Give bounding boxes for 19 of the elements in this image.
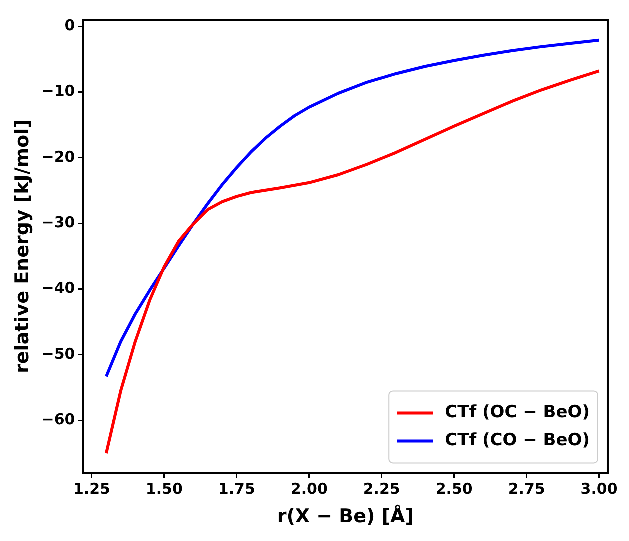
x-tick-label: 2.00	[290, 480, 328, 498]
y-tick-label: −20	[42, 148, 76, 166]
x-tick-label: 1.50	[146, 480, 183, 498]
x-tick-label: 1.25	[73, 480, 110, 498]
legend-label: CTf (CO − BeO)	[445, 430, 590, 451]
legend-label: CTf (OC − BeO)	[445, 402, 590, 423]
y-tick-label: −50	[42, 344, 76, 363]
x-tick-label: 3.00	[580, 480, 618, 498]
y-tick-label: 0	[64, 16, 76, 34]
y-tick-label: −40	[42, 279, 76, 298]
x-tick-label: 2.75	[508, 480, 546, 498]
x-tick-label: 2.50	[436, 480, 473, 498]
y-axis-title: relative Energy [kJ/mol]	[11, 120, 34, 374]
y-tick-label: −30	[42, 214, 76, 232]
x-axis-title: r(X − Be) [Å]	[277, 504, 414, 528]
y-tick-label: −10	[42, 82, 76, 100]
x-tick-label: 1.75	[218, 480, 256, 498]
x-tick-label: 2.25	[363, 480, 400, 498]
y-tick-label: −60	[42, 410, 76, 429]
